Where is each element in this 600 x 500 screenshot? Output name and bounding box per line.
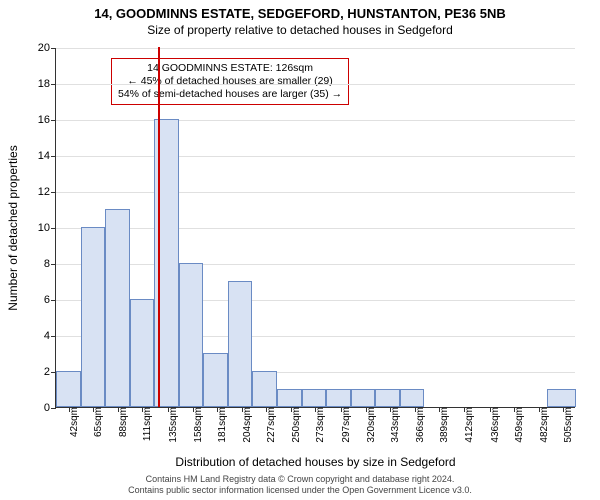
y-tick-label: 4: [44, 330, 50, 342]
x-tick-label: 297sqm: [341, 407, 352, 443]
x-tick-label: 227sqm: [266, 407, 277, 443]
plot-region: Number of detached properties Distributi…: [55, 48, 575, 408]
x-tick-label: 273sqm: [315, 407, 326, 443]
histogram-bar: [56, 371, 81, 407]
gridline: [56, 228, 575, 229]
y-tick-label: 8: [44, 258, 50, 270]
histogram-bar: [302, 389, 327, 407]
x-tick-label: 482sqm: [539, 407, 550, 443]
gridline: [56, 264, 575, 265]
x-axis-label: Distribution of detached houses by size …: [175, 455, 455, 469]
histogram-bar: [81, 227, 106, 407]
y-tick-mark: [51, 84, 56, 85]
property-info-box: 14 GOODMINNS ESTATE: 126sqm ← 45% of det…: [111, 58, 349, 105]
y-tick-label: 16: [38, 114, 50, 126]
y-tick-label: 0: [44, 402, 50, 414]
footer-attribution: Contains HM Land Registry data © Crown c…: [0, 474, 600, 497]
x-tick-label: 204sqm: [242, 407, 253, 443]
histogram-bar: [326, 389, 351, 407]
y-tick-mark: [51, 48, 56, 49]
highlight-marker-line: [158, 47, 160, 407]
y-tick-label: 14: [38, 150, 50, 162]
gridline: [56, 84, 575, 85]
chart-area: Number of detached properties Distributi…: [55, 48, 575, 408]
y-tick-mark: [51, 408, 56, 409]
x-tick-label: 412sqm: [464, 407, 475, 443]
y-axis-label: Number of detached properties: [6, 145, 20, 310]
y-tick-label: 18: [38, 78, 50, 90]
chart-title-address: 14, GOODMINNS ESTATE, SEDGEFORD, HUNSTAN…: [0, 0, 600, 21]
y-tick-mark: [51, 264, 56, 265]
x-tick-label: 505sqm: [563, 407, 574, 443]
x-tick-label: 181sqm: [217, 407, 228, 443]
x-tick-label: 459sqm: [514, 407, 525, 443]
x-tick-label: 436sqm: [490, 407, 501, 443]
histogram-bar: [203, 353, 228, 407]
x-tick-label: 88sqm: [118, 407, 129, 437]
histogram-bar: [400, 389, 425, 407]
histogram-bar: [228, 281, 253, 407]
y-tick-mark: [51, 300, 56, 301]
y-tick-label: 2: [44, 366, 50, 378]
x-tick-label: 111sqm: [142, 407, 153, 441]
infobox-line3: 54% of semi-detached houses are larger (…: [118, 88, 342, 101]
x-tick-label: 42sqm: [69, 407, 80, 437]
y-tick-label: 20: [38, 42, 50, 54]
x-tick-label: 320sqm: [366, 407, 377, 443]
y-tick-mark: [51, 120, 56, 121]
x-tick-label: 389sqm: [439, 407, 450, 443]
y-tick-mark: [51, 336, 56, 337]
y-tick-label: 6: [44, 294, 50, 306]
histogram-bar: [277, 389, 302, 407]
infobox-line1: 14 GOODMINNS ESTATE: 126sqm: [118, 62, 342, 75]
x-tick-label: 250sqm: [291, 407, 302, 443]
y-tick-mark: [51, 228, 56, 229]
gridline: [56, 156, 575, 157]
histogram-bar: [547, 389, 576, 407]
x-tick-label: 65sqm: [93, 407, 104, 437]
x-tick-label: 366sqm: [415, 407, 426, 443]
x-tick-label: 135sqm: [168, 407, 179, 443]
gridline: [56, 120, 575, 121]
infobox-line2: ← 45% of detached houses are smaller (29…: [118, 75, 342, 88]
gridline: [56, 48, 575, 49]
y-tick-mark: [51, 192, 56, 193]
footer-line2: Contains public sector information licen…: [0, 485, 600, 496]
histogram-bar: [179, 263, 204, 407]
y-tick-mark: [51, 156, 56, 157]
gridline: [56, 192, 575, 193]
footer-line1: Contains HM Land Registry data © Crown c…: [0, 474, 600, 485]
histogram-bar: [252, 371, 277, 407]
y-tick-label: 10: [38, 222, 50, 234]
histogram-bar: [375, 389, 400, 407]
x-tick-label: 158sqm: [193, 407, 204, 443]
chart-subtitle: Size of property relative to detached ho…: [0, 21, 600, 37]
x-tick-label: 343sqm: [390, 407, 401, 443]
histogram-bar: [105, 209, 130, 407]
y-tick-label: 12: [38, 186, 50, 198]
histogram-bar: [351, 389, 376, 407]
histogram-bar: [130, 299, 155, 407]
